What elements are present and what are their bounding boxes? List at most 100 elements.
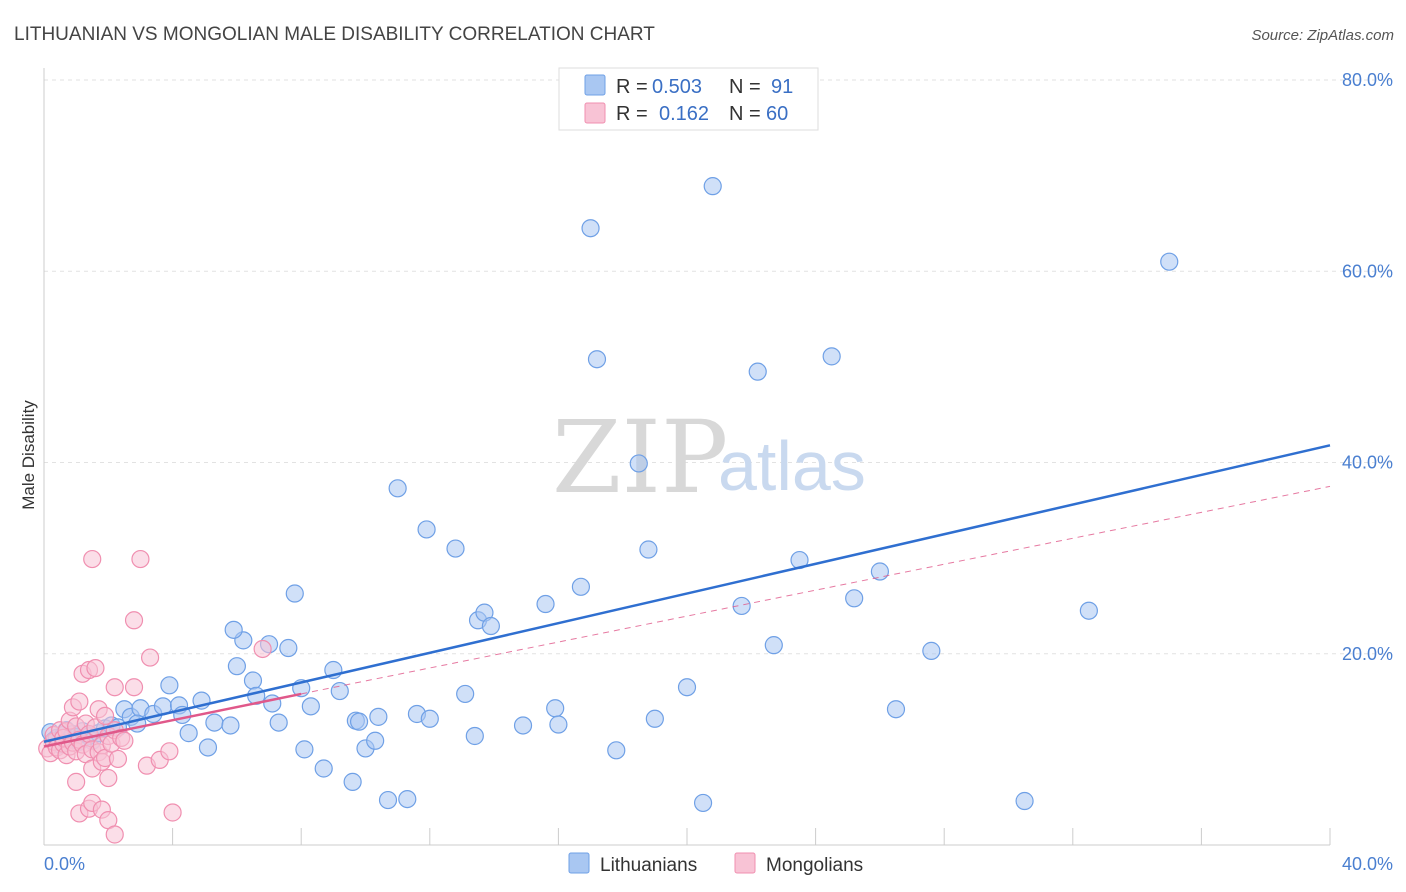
data-point: [764, 636, 783, 655]
legend-r-value-mongolians: 0.162: [659, 103, 709, 125]
data-point: [398, 789, 417, 809]
data-point: [253, 639, 272, 659]
data-point: [417, 520, 436, 539]
legend-r-label-lithuanians: R =: [616, 76, 648, 98]
data-point: [95, 706, 115, 726]
data-point: [131, 549, 150, 569]
data-point: [703, 177, 722, 196]
trend-lines: [43, 444, 1331, 748]
trend-line-extension-mongolians: [301, 485, 1331, 695]
data-point: [124, 678, 144, 697]
data-point: [456, 684, 475, 704]
legend-n-value-lithuanians: 91: [771, 76, 793, 98]
y-tick-label: 40.0%: [1342, 453, 1393, 473]
data-point: [1015, 791, 1034, 811]
watermark-atlas: atlas: [718, 427, 866, 505]
data-point: [83, 549, 102, 569]
data-point: [845, 589, 864, 608]
data-point: [105, 678, 124, 697]
data-point: [285, 584, 304, 603]
data-point: [629, 454, 648, 473]
x-tick-labels: 0.0% 40.0%: [44, 854, 1393, 874]
y-tick-label: 20.0%: [1342, 644, 1393, 664]
legend-n-label-lithuanians: N =: [729, 76, 761, 98]
data-point: [571, 577, 591, 596]
data-point: [243, 671, 263, 690]
data-point: [465, 726, 484, 746]
bottom-legend-label-lithuanians: Lithuanians: [600, 855, 697, 876]
data-point: [587, 350, 607, 369]
data-point: [1079, 601, 1098, 620]
data-point: [536, 594, 555, 614]
data-point: [124, 611, 144, 630]
data-point: [314, 759, 333, 778]
data-point: [163, 803, 182, 822]
grid-lines: [44, 79, 1395, 655]
data-point: [581, 219, 600, 238]
data-point: [70, 692, 89, 711]
bottom-legend-swatch-lithuanians: [568, 852, 590, 874]
data-point: [349, 712, 369, 731]
bottom-legend-label-mongolians: Mongolians: [766, 855, 863, 876]
data-point: [198, 738, 218, 757]
data-point: [481, 616, 500, 636]
data-point: [1160, 252, 1179, 271]
data-point: [446, 539, 465, 558]
data-point: [108, 749, 128, 769]
y-tick-label: 60.0%: [1342, 261, 1393, 281]
data-point: [140, 648, 160, 667]
x-tick-label: 0.0%: [44, 854, 85, 874]
data-point: [886, 700, 906, 719]
data-point: [693, 793, 713, 813]
watermark: ZIP atlas: [552, 399, 866, 516]
legend-swatch-mongolians: [584, 102, 606, 124]
data-point: [549, 715, 568, 734]
data-point: [748, 362, 767, 381]
legend-n-value-mongolians: 60: [766, 103, 788, 125]
data-point: [115, 731, 134, 750]
trend-line-lithuanians: [43, 444, 1331, 743]
data-point: [922, 641, 941, 660]
data-point: [86, 658, 105, 678]
trend-line-mongolians: [43, 692, 302, 748]
data-point: [420, 709, 439, 728]
data-point: [870, 562, 890, 581]
data-point: [105, 825, 124, 844]
y-tick-labels: 20.0% 40.0% 60.0% 80.0%: [1342, 70, 1393, 664]
data-point: [388, 479, 407, 498]
chart-source: Source: ZipAtlas.com: [1251, 27, 1394, 44]
data-point: [822, 347, 841, 366]
axes: [43, 68, 1331, 846]
chart-title: LITHUANIAN VS MONGOLIAN MALE DISABILITY …: [14, 24, 655, 45]
y-tick-label: 80.0%: [1342, 70, 1393, 90]
legend-swatch-lithuanians: [584, 74, 606, 96]
bottom-legend: Lithuanians Mongolians: [568, 852, 863, 876]
legend-box: R = 0.503 N = 91 R = 0.162 N = 60: [558, 67, 819, 131]
data-point: [221, 716, 240, 735]
legend-r-value-lithuanians: 0.503: [652, 76, 702, 98]
data-point: [279, 638, 298, 658]
x-tick-label: 40.0%: [1342, 854, 1393, 874]
data-point: [295, 740, 314, 759]
data-point: [645, 709, 664, 728]
data-point: [160, 676, 179, 695]
data-point: [224, 620, 243, 639]
data-point: [179, 724, 198, 743]
data-point: [205, 713, 224, 732]
legend-n-label-mongolians: N =: [729, 103, 761, 125]
data-point: [732, 596, 751, 616]
data-point: [160, 742, 179, 761]
data-point: [639, 540, 658, 559]
data-point: [366, 731, 385, 750]
data-point: [343, 772, 362, 791]
data-point: [607, 741, 626, 760]
data-point: [677, 678, 697, 697]
bottom-legend-swatch-mongolians: [734, 852, 756, 874]
y-axis-label: Male Disability: [19, 400, 38, 510]
data-point: [227, 657, 246, 676]
data-point: [301, 697, 320, 716]
data-point: [269, 713, 288, 732]
data-point: [378, 790, 398, 810]
data-point: [513, 716, 533, 735]
